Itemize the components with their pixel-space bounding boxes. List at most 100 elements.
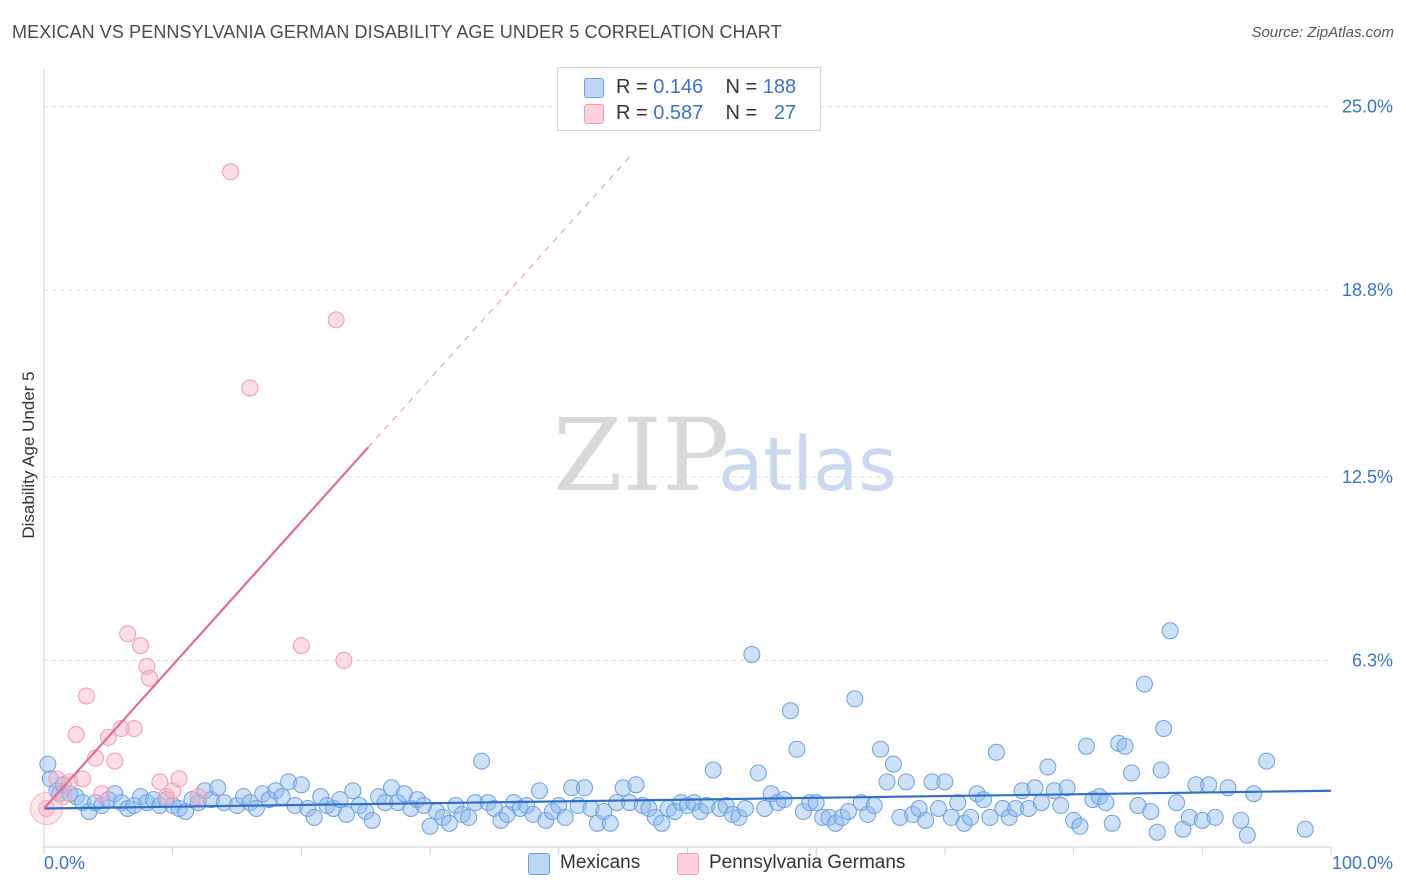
- mexicans-point-123: [827, 814, 845, 832]
- mexicans-point-122: [820, 808, 838, 826]
- legend-n-label-mexicans: N =: [725, 76, 758, 98]
- x-tick-label-max: 100.0%: [1332, 853, 1393, 873]
- legend-r-value-mexicans: 0.146: [653, 76, 704, 98]
- pennsylvania-germans-point-21: [189, 788, 207, 806]
- mexicans-point-162: [1077, 737, 1095, 755]
- mexicans-point-144: [962, 808, 980, 826]
- legend-r-label-pennsylvania-germans: R =: [616, 102, 648, 124]
- mexicans-point-145: [968, 785, 986, 803]
- legend-n-label-pennsylvania-germans: N =: [725, 102, 758, 124]
- pennsylvania-germans-point-8: [93, 785, 111, 803]
- mexicans-point-81: [556, 808, 574, 826]
- mexicans-point-48: [344, 782, 362, 800]
- mexicans-point-62: [434, 808, 452, 826]
- mexicans-point-88: [601, 814, 619, 832]
- y-tick-label-2: 18.8%: [1342, 280, 1393, 300]
- mexicans-point-185: [1245, 785, 1263, 803]
- pennsylvania-germans-point-17: [151, 773, 169, 791]
- watermark-atlas: atlas: [718, 422, 897, 508]
- mexicans-point-2: [48, 782, 66, 800]
- pennsylvania-germans-point-22: [222, 163, 240, 181]
- mexicans-point-36: [267, 782, 285, 800]
- mexicans-point-64: [447, 797, 465, 815]
- pennsylvania-germans-point-4: [67, 725, 85, 743]
- mexicans-point-82: [563, 779, 581, 797]
- pennsylvania-germans-trend-extension: [367, 156, 631, 448]
- mexicans-point-125: [839, 802, 857, 820]
- mexicans-point-60: [421, 817, 439, 835]
- mexicans-point-139: [929, 800, 947, 817]
- mexicans-point-178: [1180, 808, 1198, 826]
- legend-r-value-pennsylvania-germans: 0.587: [653, 102, 704, 124]
- x-tick-labels: 0.0% 100.0%: [44, 853, 1393, 873]
- mexicans-point-12: [106, 785, 124, 803]
- mexicans-point-138: [923, 773, 941, 791]
- pennsylvania-germans-point-23: [241, 379, 259, 397]
- mexicans-point-15: [125, 797, 143, 815]
- legend-swatch-mexicans: [584, 78, 604, 98]
- mexicans-point-49: [350, 797, 368, 815]
- pennsylvania-germans-points: [30, 163, 353, 825]
- legend-swatch-pennsylvania-germans: [584, 104, 604, 124]
- mexicans-point-172: [1142, 802, 1160, 820]
- mexicans-point-34: [254, 785, 272, 803]
- mexicans-point-166: [1103, 814, 1121, 832]
- pennsylvania-germans-trend-line: [43, 446, 370, 810]
- mexicans-point-26: [196, 782, 214, 800]
- mexicans-point-128: [859, 805, 877, 823]
- mexicans-point-92: [627, 776, 645, 794]
- mexicans-point-66: [460, 808, 478, 826]
- series-swatch-pennsylvania-germans: [677, 853, 699, 875]
- mexicans-point-130: [872, 740, 890, 758]
- mexicans-point-151: [1007, 800, 1025, 817]
- pennsylvania-germans-point-1: [48, 770, 66, 788]
- mexicans-point-35: [260, 791, 278, 809]
- mexicans-points: [39, 622, 1314, 844]
- mexicans-point-171: [1135, 675, 1153, 693]
- mexicans-point-186: [1258, 752, 1276, 770]
- pennsylvania-germans-point-10: [106, 752, 124, 770]
- mexicans-point-159: [1058, 779, 1076, 797]
- pennsylvania-germans-point-26: [335, 651, 353, 669]
- mexicans-point-40: [292, 776, 310, 794]
- x-tick-label-min: 0.0%: [44, 853, 85, 873]
- pennsylvania-germans-point-24: [292, 637, 310, 655]
- legend-r-label-mexicans: R =: [616, 76, 648, 98]
- series-swatch-mexicans: [528, 853, 550, 875]
- mexicans-point-108: [730, 808, 748, 826]
- mexicans-point-173: [1148, 823, 1166, 841]
- mexicans-point-169: [1123, 764, 1141, 782]
- mexicans-point-154: [1026, 779, 1044, 797]
- mexicans-point-53: [376, 794, 394, 812]
- mexicans-point-140: [936, 773, 954, 791]
- mexicans-point-84: [576, 779, 594, 797]
- mexicans-point-96: [653, 814, 671, 832]
- chart-source: Source: ZipAtlas.com: [1251, 24, 1394, 41]
- mexicans-point-184: [1238, 826, 1256, 844]
- mexicans-point-156: [1039, 758, 1057, 776]
- pennsylvania-germans-point-5: [74, 770, 92, 788]
- mexicans-point-133: [891, 808, 909, 826]
- mexicans-point-175: [1161, 622, 1179, 640]
- chart-title: MEXICAN VS PENNSYLVANIA GERMAN DISABILIT…: [12, 22, 782, 42]
- mexicans-point-147: [981, 808, 999, 826]
- mexicans-point-68: [473, 752, 491, 770]
- mexicans-point-174: [1155, 720, 1173, 738]
- watermark-zip: ZIP: [553, 397, 729, 514]
- mexicans-point-71: [492, 811, 510, 829]
- mexicans-point-95: [646, 808, 664, 826]
- correlation-legend: R = 0.146 N = 188 R = 0.587 N = 27: [557, 67, 821, 131]
- mexicans-point-106: [717, 797, 735, 815]
- y-tick-label-0: 6.3%: [1352, 650, 1393, 670]
- mexicans-point-187: [1296, 820, 1314, 838]
- mexicans-point-19: [151, 797, 169, 815]
- mexicans-point-103: [698, 797, 716, 815]
- mexicans-point-63: [440, 814, 458, 832]
- mexicans-point-42: [305, 808, 323, 826]
- pennsylvania-germans-point-12: [119, 625, 137, 643]
- watermark: ZIP atlas: [553, 397, 897, 514]
- mexicans-point-89: [608, 794, 626, 812]
- mexicans-point-161: [1071, 817, 1089, 835]
- mexicans-point-110: [743, 646, 761, 663]
